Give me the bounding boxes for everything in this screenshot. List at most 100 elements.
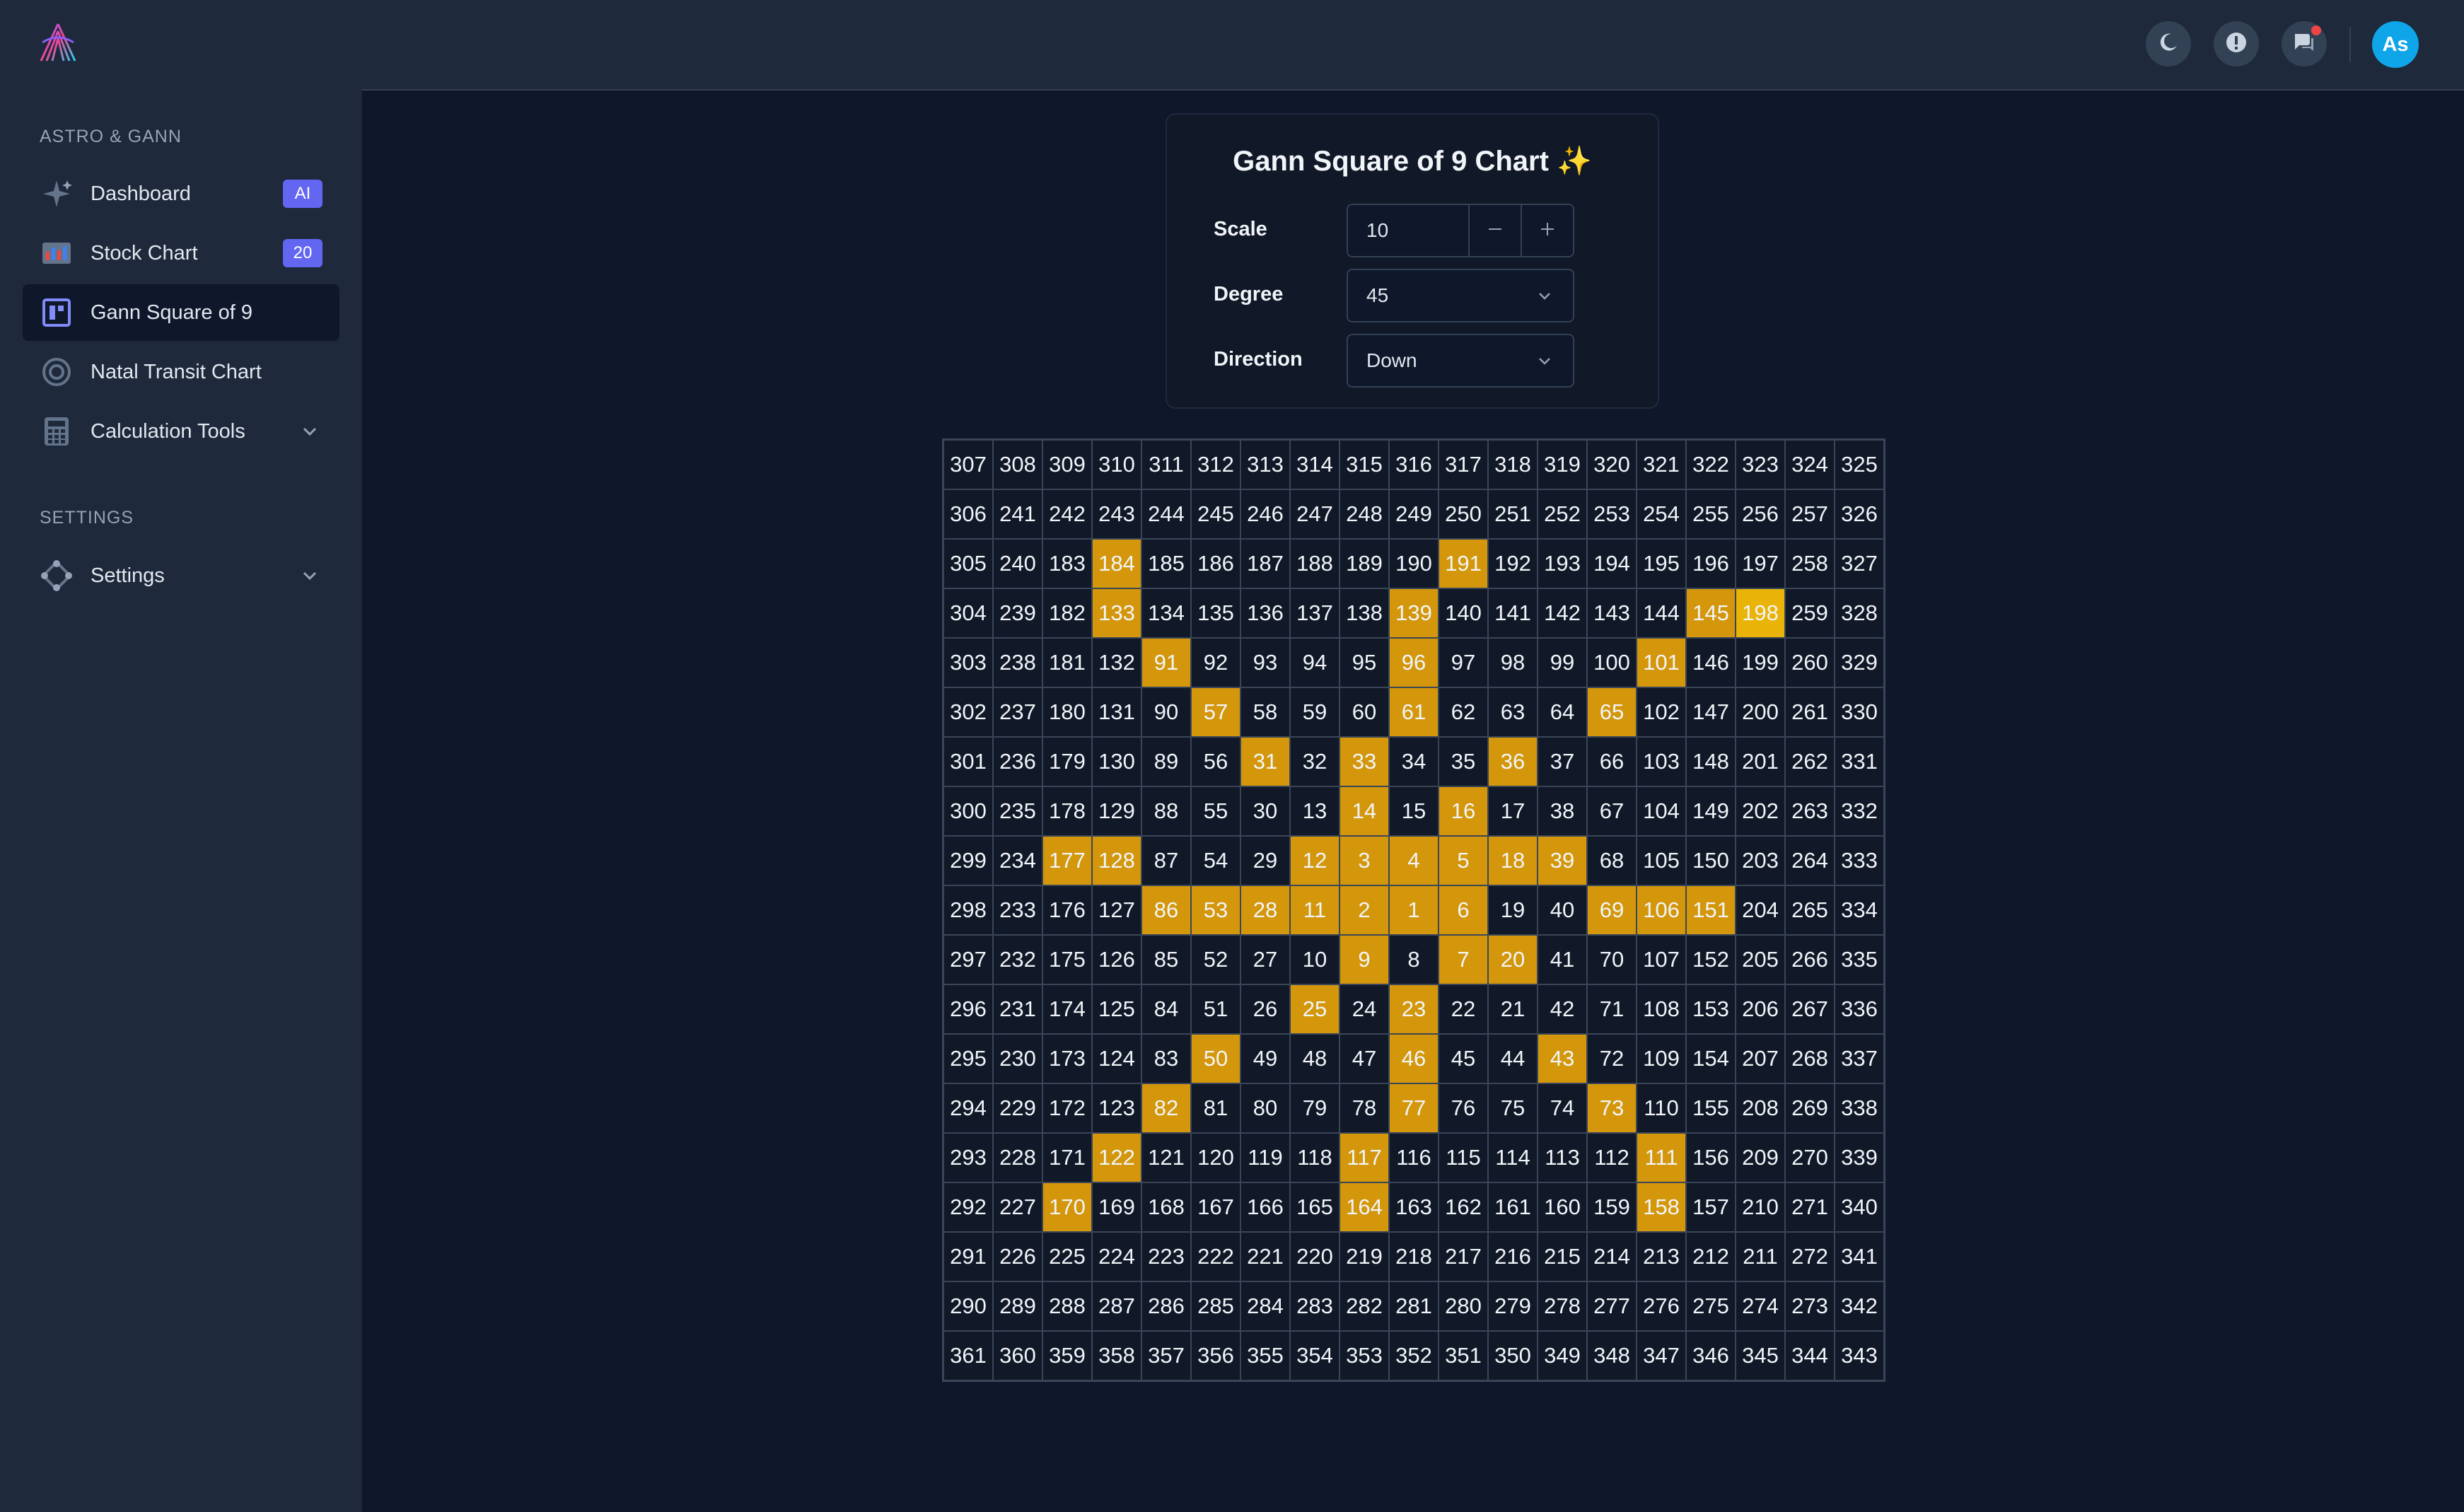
- grid-cell: 306: [943, 489, 993, 539]
- grid-cell: 263: [1785, 786, 1835, 836]
- grid-cell: 58: [1240, 687, 1290, 737]
- sidebar-item-stock-chart[interactable]: Stock Chart 20: [23, 225, 339, 281]
- grid-cell: 141: [1488, 588, 1538, 638]
- grid-cell: 121: [1141, 1133, 1191, 1182]
- grid-cell: 301: [943, 737, 993, 786]
- grid-cell: 72: [1587, 1034, 1637, 1083]
- grid-cell: 158: [1637, 1182, 1686, 1232]
- grid-cell: 325: [1835, 440, 1884, 489]
- grid-cell: 322: [1686, 440, 1736, 489]
- sidebar-item-natal-transit[interactable]: Natal Transit Chart: [23, 344, 339, 400]
- grid-cell: 353: [1339, 1331, 1389, 1380]
- sidebar-item-label: Natal Transit Chart: [91, 360, 262, 383]
- grid-cell: 88: [1141, 786, 1191, 836]
- grid-cell: 153: [1686, 984, 1736, 1034]
- grid-cell: 154: [1686, 1034, 1736, 1083]
- page-title: Gann Square of 9 Chart ✨: [1233, 146, 1592, 177]
- grid-cell: 132: [1092, 638, 1141, 687]
- sidebar-item-gann-square[interactable]: Gann Square of 9: [23, 284, 339, 341]
- grid-cell: 78: [1339, 1083, 1389, 1133]
- grid-cell: 47: [1339, 1034, 1389, 1083]
- grid-cell: 70: [1587, 935, 1637, 984]
- grid-cell: 199: [1736, 638, 1785, 687]
- grid-cell: 127: [1092, 885, 1141, 935]
- grid-cell: 307: [943, 440, 993, 489]
- grid-cell: 256: [1736, 489, 1785, 539]
- grid-cell: 168: [1141, 1182, 1191, 1232]
- grid-cell: 247: [1290, 489, 1339, 539]
- grid-cell: 62: [1439, 687, 1488, 737]
- app-logo[interactable]: [35, 21, 81, 66]
- grid-cell: 19: [1488, 885, 1538, 935]
- grid-cell: 214: [1587, 1232, 1637, 1281]
- grid-cell: 191: [1439, 539, 1488, 588]
- grid-cell: 110: [1637, 1083, 1686, 1133]
- grid-cell: 94: [1290, 638, 1339, 687]
- direction-select[interactable]: Down: [1347, 334, 1574, 388]
- decrement-button[interactable]: [1468, 205, 1521, 256]
- avatar[interactable]: As: [2372, 21, 2419, 68]
- degree-select[interactable]: 45: [1347, 269, 1574, 322]
- grid-cell: 52: [1191, 935, 1240, 984]
- grid-cell: 134: [1141, 588, 1191, 638]
- grid-cell: 137: [1290, 588, 1339, 638]
- alert-button[interactable]: [2214, 21, 2259, 66]
- grid-cell: 324: [1785, 440, 1835, 489]
- grid-cell: 108: [1637, 984, 1686, 1034]
- grid-cell: 87: [1141, 836, 1191, 885]
- grid-cell: 208: [1736, 1083, 1785, 1133]
- grid-cell: 48: [1290, 1034, 1339, 1083]
- sidebar-item-settings[interactable]: Settings: [23, 547, 339, 604]
- grid-cell: 187: [1240, 539, 1290, 588]
- direction-value: Down: [1366, 349, 1417, 371]
- sidebar-item-calculation-tools[interactable]: Calculation Tools: [23, 403, 339, 460]
- gann-controls-panel: Gann Square of 9 Chart ✨ Scale 10 Degree…: [1166, 113, 1659, 409]
- grid-cell: 79: [1290, 1083, 1339, 1133]
- grid-cell: 4: [1389, 836, 1439, 885]
- grid-cell: 200: [1736, 687, 1785, 737]
- grid-cell: 358: [1092, 1331, 1141, 1380]
- grid-cell: 95: [1339, 638, 1389, 687]
- count-badge: 20: [283, 239, 322, 267]
- grid-cell: 77: [1389, 1083, 1439, 1133]
- grid-cell: 343: [1835, 1331, 1884, 1380]
- grid-cell: 194: [1587, 539, 1637, 588]
- grid-cell: 261: [1785, 687, 1835, 737]
- grid-cell: 361: [943, 1331, 993, 1380]
- minus-icon: [1487, 221, 1504, 241]
- grid-cell: 197: [1736, 539, 1785, 588]
- grid-cell: 277: [1587, 1281, 1637, 1331]
- grid-cell: 360: [993, 1331, 1042, 1380]
- grid-cell: 150: [1686, 836, 1736, 885]
- scale-input[interactable]: 10: [1366, 219, 1389, 241]
- grid-cell: 28: [1240, 885, 1290, 935]
- grid-cell: 222: [1191, 1232, 1240, 1281]
- grid-cell: 100: [1587, 638, 1637, 687]
- sidebar-item-dashboard[interactable]: Dashboard AI: [23, 165, 339, 222]
- messages-button[interactable]: [2282, 21, 2327, 66]
- grid-cell: 211: [1736, 1232, 1785, 1281]
- grid-cell: 327: [1835, 539, 1884, 588]
- grid-cell: 207: [1736, 1034, 1785, 1083]
- grid-cell: 55: [1191, 786, 1240, 836]
- theme-toggle-button[interactable]: [2146, 21, 2191, 66]
- grid-cell: 282: [1339, 1281, 1389, 1331]
- grid-cell: 326: [1835, 489, 1884, 539]
- grid-cell: 107: [1637, 935, 1686, 984]
- grid-cell: 33: [1339, 737, 1389, 786]
- grid-cell: 152: [1686, 935, 1736, 984]
- increment-button[interactable]: [1521, 205, 1573, 256]
- grid-cell: 204: [1736, 885, 1785, 935]
- grid-cell: 57: [1191, 687, 1240, 737]
- grid-cell: 272: [1785, 1232, 1835, 1281]
- grid-cell: 144: [1637, 588, 1686, 638]
- grid-cell: 129: [1092, 786, 1141, 836]
- grid-cell: 216: [1488, 1232, 1538, 1281]
- grid-cell: 242: [1042, 489, 1092, 539]
- grid-cell: 252: [1538, 489, 1587, 539]
- grid-cell: 37: [1538, 737, 1587, 786]
- grid-cell: 245: [1191, 489, 1240, 539]
- grid-cell: 83: [1141, 1034, 1191, 1083]
- grid-cell: 24: [1339, 984, 1389, 1034]
- grid-cell: 215: [1538, 1232, 1587, 1281]
